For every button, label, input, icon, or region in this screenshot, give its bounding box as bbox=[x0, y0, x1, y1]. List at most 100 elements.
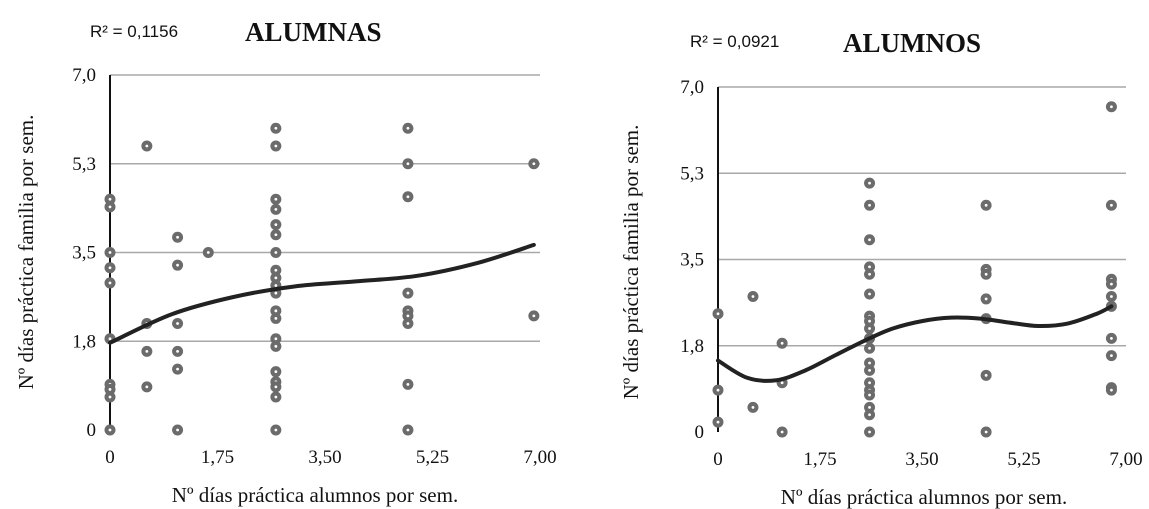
data-point-center-alumnas bbox=[108, 281, 112, 285]
data-point-center-alumnos bbox=[780, 430, 784, 434]
data-point-center-alumnos bbox=[868, 361, 871, 365]
data-point-center-alumnos bbox=[1110, 336, 1113, 340]
data-point-center-alumnas bbox=[274, 223, 278, 227]
data-point-center-alumnas bbox=[532, 314, 536, 318]
y-tick-label-alumnas: 0 bbox=[87, 420, 97, 441]
data-point-center-alumnos bbox=[984, 272, 988, 276]
data-point-center-alumnas bbox=[145, 349, 149, 353]
data-point-center-alumnas bbox=[274, 344, 278, 348]
data-point-center-alumnos bbox=[984, 430, 988, 434]
data-point-center-alumnas bbox=[274, 233, 278, 237]
y-axis-label-alumnas: Nº días práctica familia por sem. bbox=[14, 115, 38, 390]
x-tick-label-alumnas: 7,00 bbox=[523, 447, 556, 468]
trendline-alumnos bbox=[716, 304, 1114, 383]
data-point-center-alumnas bbox=[406, 314, 410, 318]
data-point-center-alumnos bbox=[868, 413, 871, 417]
data-point-center-alumnos bbox=[1110, 105, 1113, 109]
data-point-center-alumnas bbox=[145, 385, 149, 389]
data-point-center-alumnas bbox=[274, 317, 278, 320]
data-point-center-alumnas bbox=[406, 195, 410, 199]
x-axis-label-alumnos: Nº días práctica alumnos por sem. bbox=[781, 485, 1067, 509]
data-point-center-alumnas bbox=[274, 144, 278, 148]
data-point-center-alumnas bbox=[406, 126, 410, 130]
data-point-center-alumnas bbox=[274, 291, 278, 295]
data-point-center-alumnos bbox=[984, 373, 988, 377]
data-point-center-alumnos bbox=[1110, 295, 1113, 298]
data-point-center-alumnos bbox=[716, 420, 720, 424]
data-point-center-alumnas bbox=[108, 428, 112, 432]
data-point-center-alumnas bbox=[274, 370, 278, 374]
data-point-center-alumnos bbox=[868, 405, 871, 409]
data-point-center-alumnas bbox=[274, 284, 278, 287]
y-tick-label-alumnas: 7,0 bbox=[72, 65, 96, 86]
data-point-center-alumnas bbox=[274, 197, 278, 201]
data-point-center-alumnos bbox=[751, 295, 755, 298]
data-point-center-alumnos bbox=[868, 272, 871, 276]
y-tick-label-alumnos: 5,3 bbox=[680, 163, 704, 184]
data-point-center-alumnos bbox=[868, 430, 871, 434]
x-tick-label-alumnos: 7,00 bbox=[1109, 449, 1142, 470]
data-point-center-alumnas bbox=[108, 251, 112, 254]
y-tick-label-alumnas: 5,3 bbox=[72, 154, 96, 175]
data-point-center-alumnos bbox=[984, 297, 988, 301]
data-point-center-alumnas bbox=[108, 197, 112, 201]
data-point-center-alumnas bbox=[108, 205, 112, 209]
x-tick-label-alumnas: 1,75 bbox=[201, 447, 234, 468]
data-point-center-alumnos bbox=[1110, 203, 1113, 207]
data-point-center-alumnos bbox=[751, 405, 755, 409]
data-point-center-alumnas bbox=[176, 428, 179, 432]
x-tick-label-alumnas: 0 bbox=[105, 447, 115, 468]
data-point-center-alumnas bbox=[274, 251, 278, 254]
trendline-alumnas bbox=[108, 242, 536, 345]
data-point-center-alumnos bbox=[868, 238, 871, 242]
data-point-center-alumnos bbox=[868, 265, 871, 269]
data-point-center-alumnas bbox=[406, 291, 410, 295]
data-point-center-alumnas bbox=[274, 126, 278, 130]
data-point-center-alumnos bbox=[716, 388, 720, 392]
data-point-center-alumnas bbox=[274, 207, 278, 211]
data-point-center-alumnas bbox=[108, 337, 112, 341]
y-tick-label-alumnos: 7,0 bbox=[680, 77, 704, 98]
data-point-center-alumnos bbox=[868, 292, 871, 296]
data-point-center-alumnos bbox=[716, 312, 720, 316]
data-point-center-alumnos bbox=[868, 346, 871, 350]
data-point-center-alumnas bbox=[274, 276, 278, 280]
data-point-center-alumnas bbox=[406, 428, 410, 432]
x-tick-label-alumnas: 5,25 bbox=[416, 447, 449, 468]
x-tick-label-alumnas: 3,50 bbox=[308, 447, 341, 468]
data-point-center-alumnas bbox=[176, 349, 179, 353]
data-point-center-alumnos bbox=[868, 181, 871, 185]
y-tick-label-alumnas: 3,5 bbox=[72, 243, 96, 264]
data-point-center-alumnas bbox=[108, 266, 112, 270]
data-point-center-alumnos bbox=[868, 319, 871, 323]
y-tick-label-alumnos: 0 bbox=[695, 422, 705, 443]
data-point-center-alumnos bbox=[780, 341, 784, 345]
x-axis-label-alumnas: Nº días práctica alumnos por sem. bbox=[172, 483, 458, 507]
data-point-center-alumnas bbox=[274, 268, 278, 272]
data-point-center-alumnos bbox=[780, 381, 784, 385]
data-point-center-alumnos bbox=[868, 393, 871, 397]
chart-alumnas: R² = 0,1156 ALUMNAS Nº días práctica alu… bbox=[14, 17, 557, 507]
r2-label-alumnas: R² = 0,1156 bbox=[90, 22, 178, 41]
x-tick-label-alumnos: 5,25 bbox=[1007, 449, 1040, 470]
data-point-center-alumnas bbox=[108, 395, 112, 399]
chart-alumnos: R² = 0,0921 ALUMNOS Nº días práctica alu… bbox=[619, 28, 1143, 509]
chart-title-alumnas: ALUMNAS bbox=[245, 17, 382, 47]
data-point-center-alumnos bbox=[1110, 282, 1113, 286]
data-point-center-alumnas bbox=[274, 309, 278, 313]
data-point-center-alumnos bbox=[868, 327, 871, 330]
data-point-center-alumnas bbox=[274, 428, 278, 432]
data-point-center-alumnas bbox=[206, 251, 210, 254]
data-point-center-alumnas bbox=[274, 385, 278, 389]
data-point-center-alumnos bbox=[1110, 388, 1113, 392]
data-point-center-alumnas bbox=[406, 322, 410, 325]
data-point-center-alumnos bbox=[868, 368, 871, 372]
data-point-center-alumnas bbox=[176, 235, 179, 239]
data-point-center-alumnas bbox=[108, 388, 112, 391]
data-point-center-alumnas bbox=[532, 162, 536, 166]
x-tick-label-alumnos: 1,75 bbox=[803, 449, 836, 470]
x-tick-label-alumnos: 3,50 bbox=[905, 449, 938, 470]
data-point-center-alumnas bbox=[274, 337, 278, 341]
y-tick-label-alumnos: 1,8 bbox=[680, 336, 704, 357]
